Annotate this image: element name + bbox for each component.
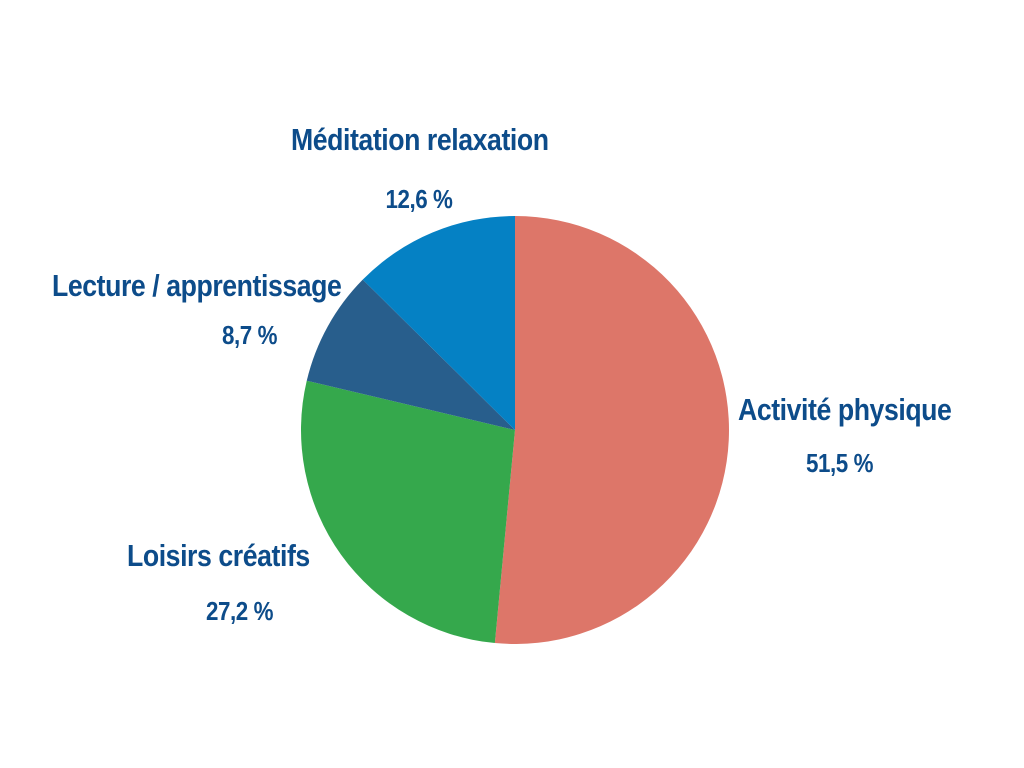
- pie-slice-loisirs-creatifs: [301, 380, 515, 644]
- slice-value-lecture-apprentissage: 8,7 %: [222, 320, 278, 350]
- pie-slice-lecture-apprentissage: [306, 279, 515, 430]
- slice-label-activite-physique: Activité physique: [738, 392, 952, 427]
- slice-label-lecture-apprentissage: Lecture / apprentissage: [52, 268, 342, 303]
- pie-slices: [301, 216, 730, 644]
- slice-value-activite-physique: 51,5 %: [806, 448, 874, 478]
- slice-label-loisirs-creatifs: Loisirs créatifs: [127, 538, 310, 573]
- slice-value-meditation-relaxation: 12,6 %: [385, 184, 453, 214]
- slice-label-meditation-relaxation: Méditation relaxation: [290, 122, 549, 157]
- pie-slice-meditation-relaxation: [362, 216, 515, 430]
- pie-slice-activite-physique: [494, 216, 730, 644]
- slice-value-loisirs-creatifs: 27,2 %: [206, 596, 274, 626]
